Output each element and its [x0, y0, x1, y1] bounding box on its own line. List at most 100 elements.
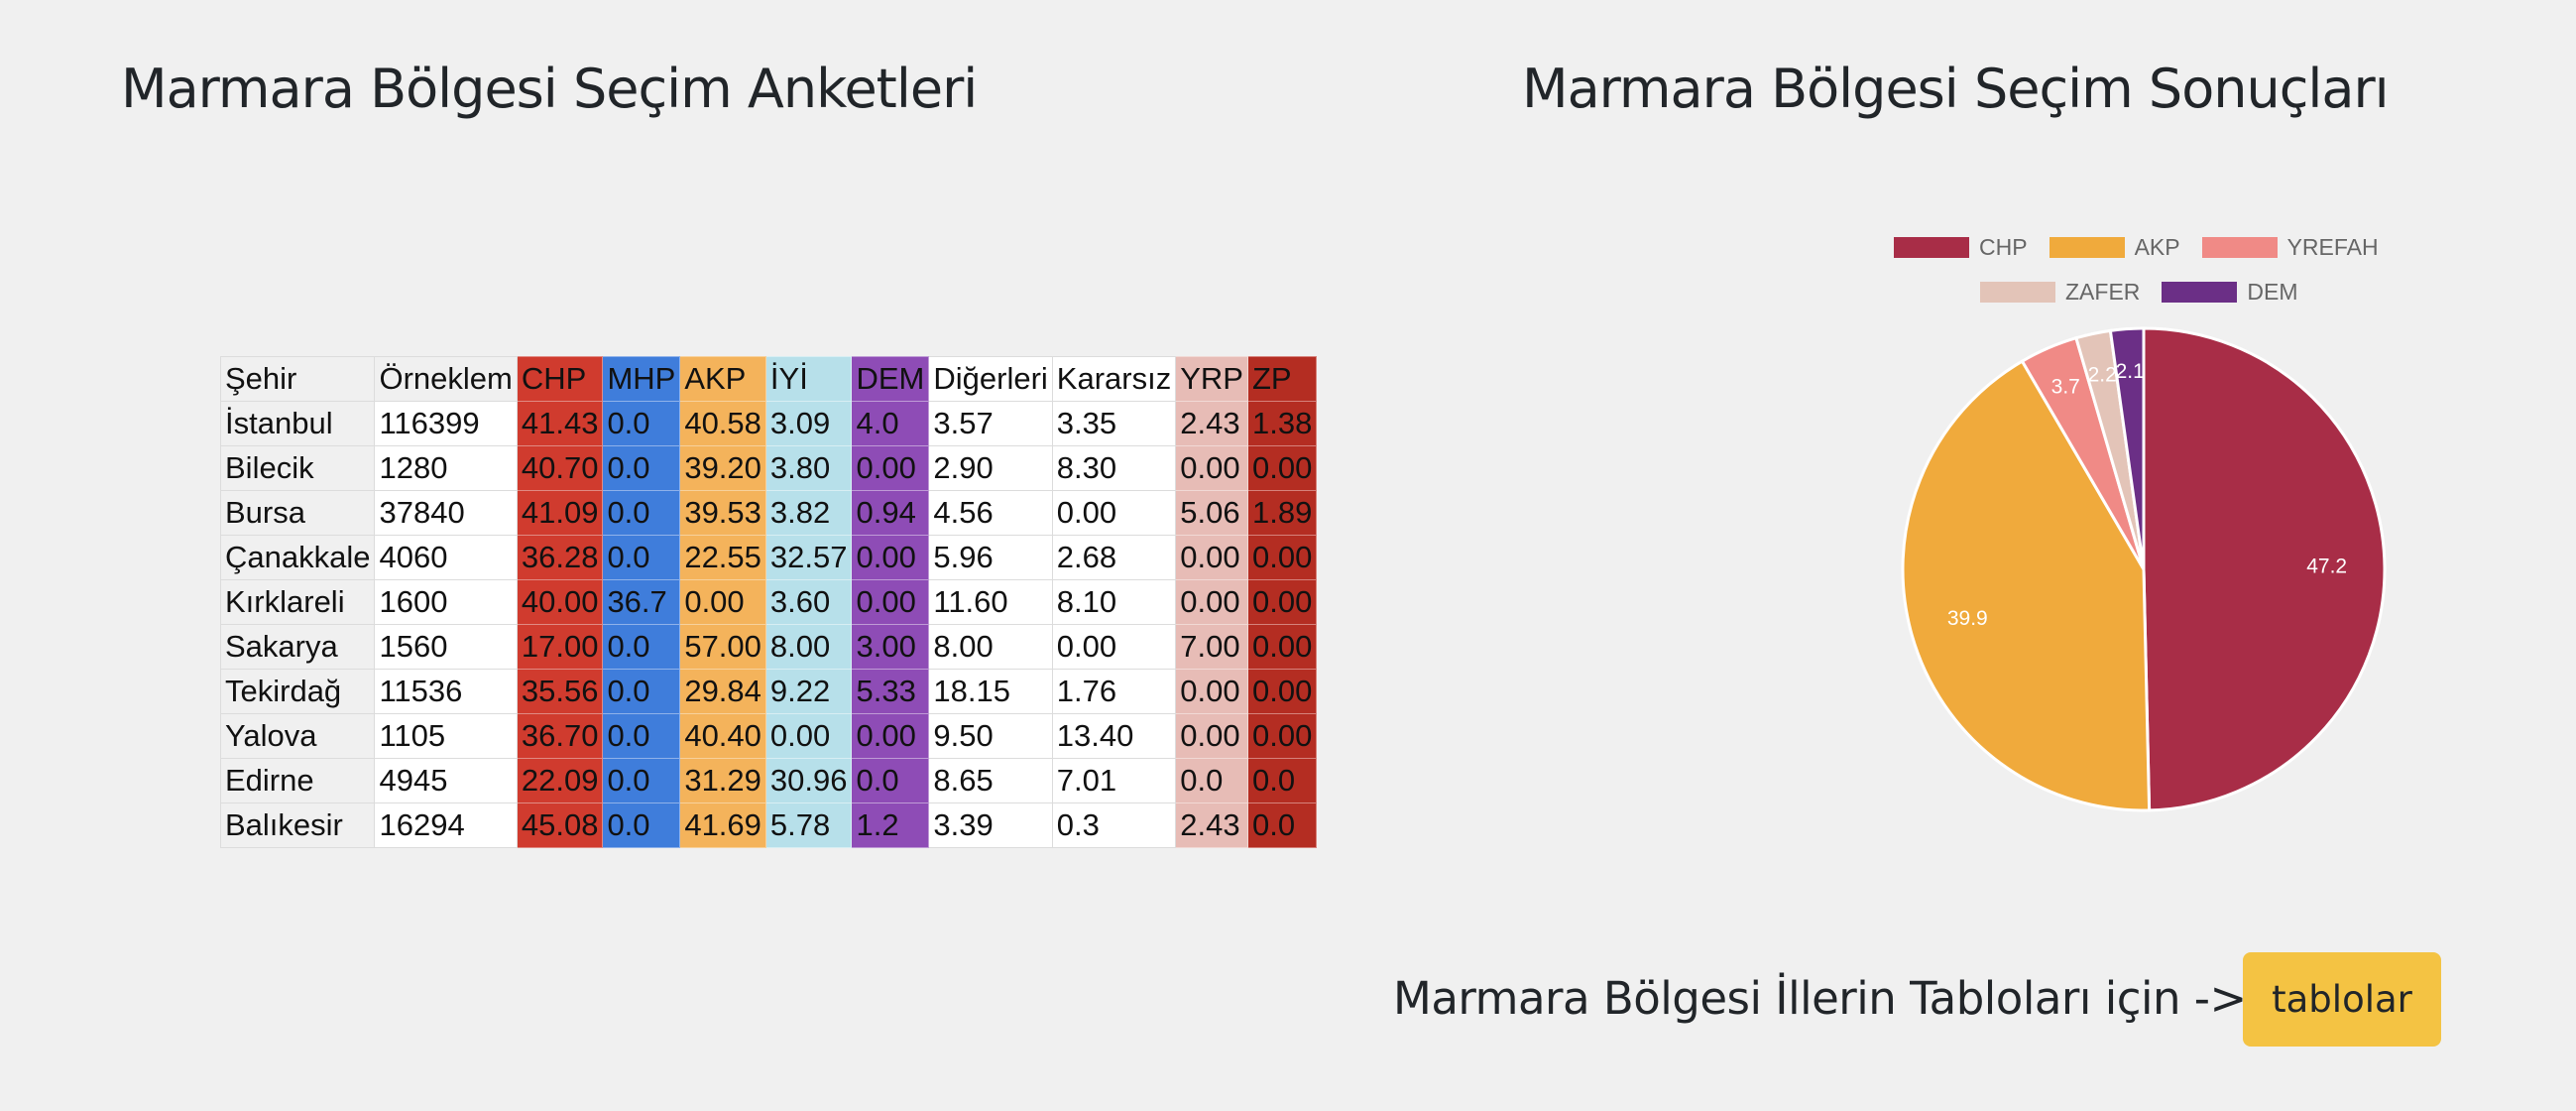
city-cell: Balıkesir: [219, 802, 376, 848]
table-cell: 2.90: [928, 445, 1053, 491]
table-cell: 4945: [374, 758, 518, 803]
table-cell: 0.00: [1246, 535, 1318, 580]
legend-label: ZAFER: [2065, 279, 2141, 305]
table-cell: 41.69: [679, 802, 766, 848]
pie-data-label: 2.1: [2116, 360, 2145, 383]
table-cell: 5.33: [851, 669, 930, 714]
table-cell: 18.15: [928, 669, 1053, 714]
table-cell: 11536: [374, 669, 518, 714]
legend-swatch: [1894, 237, 1969, 258]
table-row: İstanbul 116399 41.43 0.0 40.58 3.09 4.0 3.57 3.…: [219, 401, 1318, 446]
tables-button[interactable]: tablolar: [2243, 952, 2441, 1047]
table-row: Sakarya 1560 17.00 0.0 57.00 8.00 3.00 8.00 0.00…: [219, 624, 1318, 670]
pie-slice-chp[interactable]: [2142, 326, 2387, 812]
table-cell: 7.01: [1051, 758, 1177, 803]
results-title: Marmara Bölgesi Seçim Sonuçları: [1522, 58, 2390, 120]
polls-title: Marmara Bölgesi Seçim Anketleri: [121, 58, 978, 120]
legend-item[interactable]: ZAFER: [1980, 279, 2140, 306]
table-cell: 0.0: [602, 758, 681, 803]
polls-table: Şehir Örneklem CHP MHP AKP İYİ DEM Diğerleri Kar…: [219, 356, 1318, 848]
table-cell: 8.65: [928, 758, 1053, 803]
table-cell: 1.76: [1051, 669, 1177, 714]
city-cell: Bilecik: [219, 445, 376, 491]
table-cell: 0.0: [602, 713, 681, 759]
legend-item[interactable]: AKP: [2049, 234, 2180, 261]
table-cell: 30.96: [764, 758, 853, 803]
table-cell: 0.0: [1246, 802, 1318, 848]
table-cell: 1.38: [1246, 401, 1318, 446]
table-cell: 1560: [374, 624, 518, 670]
table-cell: 0.00: [1246, 579, 1318, 625]
table-cell: 0.00: [1175, 535, 1248, 580]
column-header: DEM: [851, 356, 930, 402]
table-cell: 4.56: [928, 490, 1053, 536]
city-cell: Kırklareli: [219, 579, 376, 625]
table-cell: 3.35: [1051, 401, 1177, 446]
table-cell: 37840: [374, 490, 518, 536]
chart-legend-row-1: CHP AKP YREFAH: [1894, 234, 2400, 261]
table-cell: 36.7: [602, 579, 681, 625]
column-header: YRP: [1175, 356, 1248, 402]
table-cell: 2.68: [1051, 535, 1177, 580]
table-cell: 29.84: [679, 669, 766, 714]
table-cell: 9.50: [928, 713, 1053, 759]
table-cell: 39.20: [679, 445, 766, 491]
table-cell: 1.89: [1246, 490, 1318, 536]
table-cell: 39.53: [679, 490, 766, 536]
table-cell: 35.56: [516, 669, 604, 714]
column-header: ZP: [1246, 356, 1318, 402]
legend-label: YREFAH: [2286, 234, 2379, 260]
table-cell: 40.70: [516, 445, 604, 491]
table-cell: 0.00: [1246, 713, 1318, 759]
table-cell: 2.43: [1175, 401, 1248, 446]
city-cell: Bursa: [219, 490, 376, 536]
table-cell: 0.00: [851, 445, 930, 491]
legend-item[interactable]: DEM: [2162, 279, 2298, 306]
column-header: Diğerleri: [928, 356, 1053, 402]
table-row: Bursa 37840 41.09 0.0 39.53 3.82 0.94 4.56 0.00 5…: [219, 490, 1318, 536]
city-cell: Sakarya: [219, 624, 376, 670]
table-cell: 41.43: [516, 401, 604, 446]
table-cell: 0.3: [1051, 802, 1177, 848]
table-cell: 40.40: [679, 713, 766, 759]
table-cell: 0.00: [851, 579, 930, 625]
table-cell: 0.00: [1175, 713, 1248, 759]
column-header: AKP: [679, 356, 766, 402]
table-cell: 4060: [374, 535, 518, 580]
legend-label: CHP: [1979, 234, 2028, 260]
table-row: Çanakkale 4060 36.28 0.0 22.55 32.57 0.00 5.96 2…: [219, 535, 1318, 580]
table-cell: 1280: [374, 445, 518, 491]
table-cell: 3.82: [764, 490, 853, 536]
table-cell: 22.09: [516, 758, 604, 803]
city-cell: Tekirdağ: [219, 669, 376, 714]
pie-svg: 47.2 39.9 3.7 2.22.1: [1901, 326, 2387, 812]
table-cell: 0.0: [602, 669, 681, 714]
table-cell: 31.29: [679, 758, 766, 803]
table-cell: 0.0: [851, 758, 930, 803]
pie-data-label: 39.9: [1947, 607, 1988, 630]
legend-swatch: [1980, 282, 2055, 303]
table-cell: 0.00: [1175, 579, 1248, 625]
table-cell: 8.30: [1051, 445, 1177, 491]
table-cell: 8.00: [764, 624, 853, 670]
legend-item[interactable]: CHP: [1894, 234, 2028, 261]
table-cell: 3.57: [928, 401, 1053, 446]
table-cell: 0.00: [1246, 624, 1318, 670]
city-cell: Edirne: [219, 758, 376, 803]
column-header: Örneklem: [374, 356, 518, 402]
table-cell: 41.09: [516, 490, 604, 536]
table-cell: 0.00: [851, 713, 930, 759]
table-cell: 0.00: [679, 579, 766, 625]
table-cell: 3.80: [764, 445, 853, 491]
legend-item[interactable]: YREFAH: [2201, 234, 2379, 261]
results-pie-chart: CHP AKP YREFAH ZAFER DEM 47.2 39.9 3.7 2.2 2.1: [1884, 223, 2400, 828]
table-row: Kırklareli 1600 40.00 36.7 0.00 3.60 0.00 11.60…: [219, 579, 1318, 625]
table-cell: 16294: [374, 802, 518, 848]
table-body: İstanbul 116399 41.43 0.0 40.58 3.09 4.0 3.57 3.…: [219, 401, 1318, 848]
table-cell: 8.00: [928, 624, 1053, 670]
pie-slice-dem[interactable]: [2108, 326, 2146, 570]
table-cell: 4.0: [851, 401, 930, 446]
table-cell: 0.00: [1051, 624, 1177, 670]
legend-swatch: [2162, 282, 2238, 303]
